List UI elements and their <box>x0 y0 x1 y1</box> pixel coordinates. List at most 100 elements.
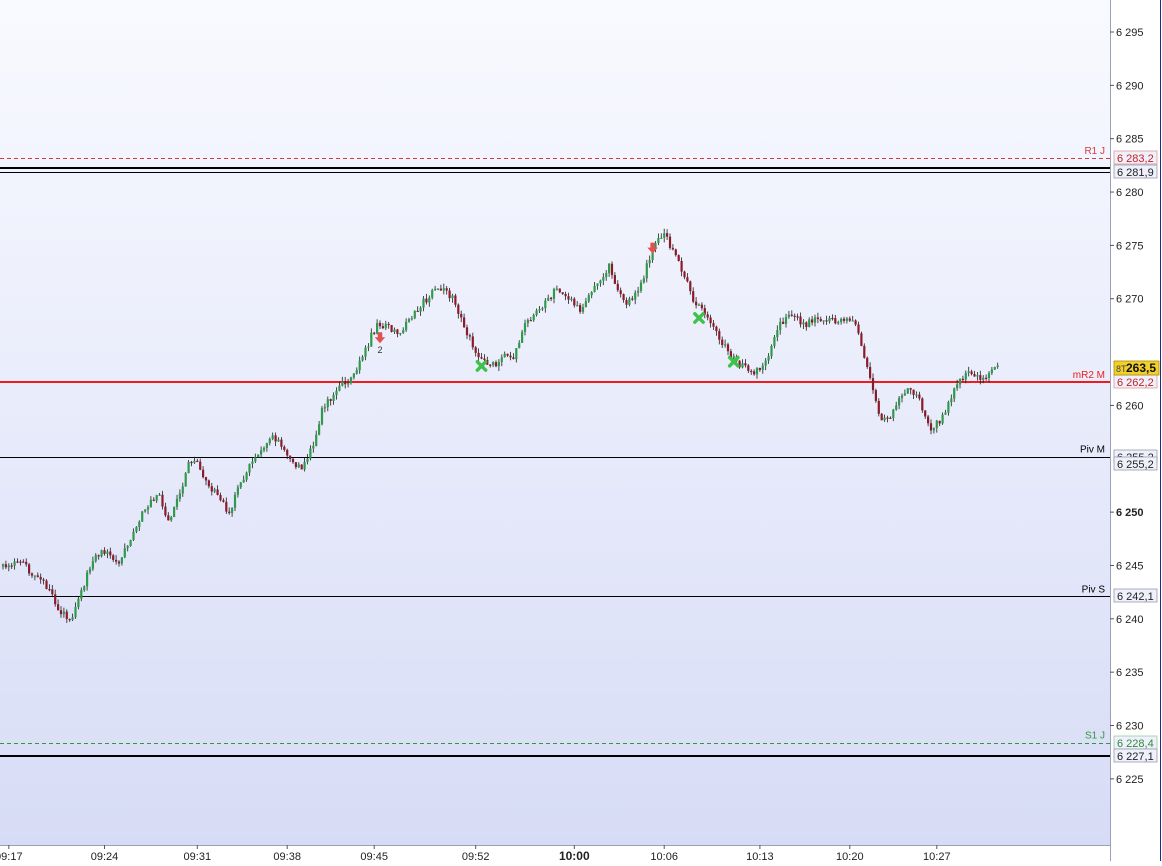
candle-body <box>674 249 677 256</box>
candle-body <box>805 322 808 327</box>
candle-body <box>483 358 486 360</box>
candle-body <box>184 473 187 487</box>
candle-body <box>387 323 390 326</box>
candle-body <box>616 283 619 291</box>
candle-body <box>245 472 248 480</box>
x-tick-label: 09:24 <box>91 851 119 861</box>
candle-body <box>451 295 454 299</box>
candle-body <box>117 561 121 564</box>
y-tick-label: 6 235 <box>1116 667 1144 679</box>
candle-body <box>860 333 863 346</box>
candle-body <box>210 486 213 492</box>
candle-body <box>236 487 239 495</box>
signal-label: 2 <box>377 345 382 355</box>
candle-body <box>370 332 373 347</box>
level-lines <box>0 158 1110 757</box>
candle-body <box>581 307 585 312</box>
level-value-box <box>1113 748 1158 763</box>
candle-body <box>993 366 996 370</box>
candle-body <box>91 561 94 569</box>
candle-body <box>146 507 150 510</box>
candle-body <box>532 314 535 321</box>
candle-body <box>802 322 805 325</box>
candle-body <box>468 335 471 337</box>
candle-body <box>309 448 312 459</box>
level-name: R1 J <box>1084 146 1105 157</box>
candle-body <box>599 280 602 284</box>
candle-body <box>341 381 344 386</box>
candle-body <box>45 580 48 590</box>
candle-body <box>837 321 840 324</box>
candle-body <box>123 548 126 558</box>
y-tick-label: 6 280 <box>1116 187 1144 199</box>
candle-body <box>436 288 440 290</box>
candle-body <box>51 589 54 595</box>
candle-body <box>651 247 654 261</box>
candle-body <box>706 314 709 318</box>
level-value-label: 6 262,2 <box>1117 377 1154 389</box>
candle-body <box>39 576 42 580</box>
time-axis-background[interactable] <box>0 845 1110 861</box>
candle-body <box>207 480 210 487</box>
candle-body <box>668 236 672 248</box>
candle-body <box>761 365 764 370</box>
candle-body <box>953 388 956 399</box>
candle-body <box>680 261 683 272</box>
candle-body <box>851 320 854 322</box>
candle-body <box>80 590 83 599</box>
candle-body <box>500 357 503 362</box>
candle-body <box>364 347 367 357</box>
candle-body <box>422 298 425 308</box>
candle-body <box>657 237 660 244</box>
x-tick-label: 09:17 <box>0 851 23 861</box>
candle-body <box>848 318 851 321</box>
candle-body <box>155 495 158 501</box>
candle-body <box>312 445 315 449</box>
y-tick-label: 6 270 <box>1116 294 1144 306</box>
candle-body <box>126 545 129 549</box>
candle-body <box>300 464 303 470</box>
candle-body <box>193 460 196 463</box>
candle-body <box>996 365 999 367</box>
candle-body <box>515 348 518 360</box>
price-axis-background[interactable] <box>1110 0 1162 861</box>
candle-body <box>961 378 964 381</box>
candle-body <box>28 564 31 574</box>
x-tick-label: 10:20 <box>836 851 864 861</box>
level-value-box <box>1113 150 1158 165</box>
candle-body <box>541 308 544 310</box>
candle-body <box>213 489 216 492</box>
candle-body <box>68 618 71 621</box>
candle-body <box>196 460 199 463</box>
candle-body <box>973 374 976 377</box>
candle-body <box>167 515 170 521</box>
candle-body <box>320 408 324 425</box>
candle-body <box>689 281 692 292</box>
candle-body <box>492 362 495 366</box>
candle-body <box>619 290 622 295</box>
candle-body <box>358 360 361 371</box>
candle-body <box>631 298 634 300</box>
candle-body <box>486 359 489 365</box>
candle-body <box>376 322 379 334</box>
candle-body <box>323 407 326 409</box>
candle-body <box>932 428 935 431</box>
candle-body <box>605 273 608 278</box>
candle-body <box>871 378 875 391</box>
candle-body <box>120 557 123 564</box>
candle-body <box>892 409 895 419</box>
buy-signal-cross <box>475 360 488 372</box>
current-price-box <box>1113 360 1160 376</box>
candle-body <box>361 356 364 361</box>
candle-body <box>903 393 906 396</box>
candle-body <box>938 420 941 424</box>
candle-body <box>979 375 982 380</box>
candle-body <box>776 330 779 338</box>
y-tick-label: 6 290 <box>1116 80 1144 92</box>
current-price-prefix: 8T <box>1116 364 1127 374</box>
candle-body <box>924 410 927 417</box>
y-tick-label: 6 245 <box>1116 560 1144 572</box>
candle-body <box>489 364 492 366</box>
